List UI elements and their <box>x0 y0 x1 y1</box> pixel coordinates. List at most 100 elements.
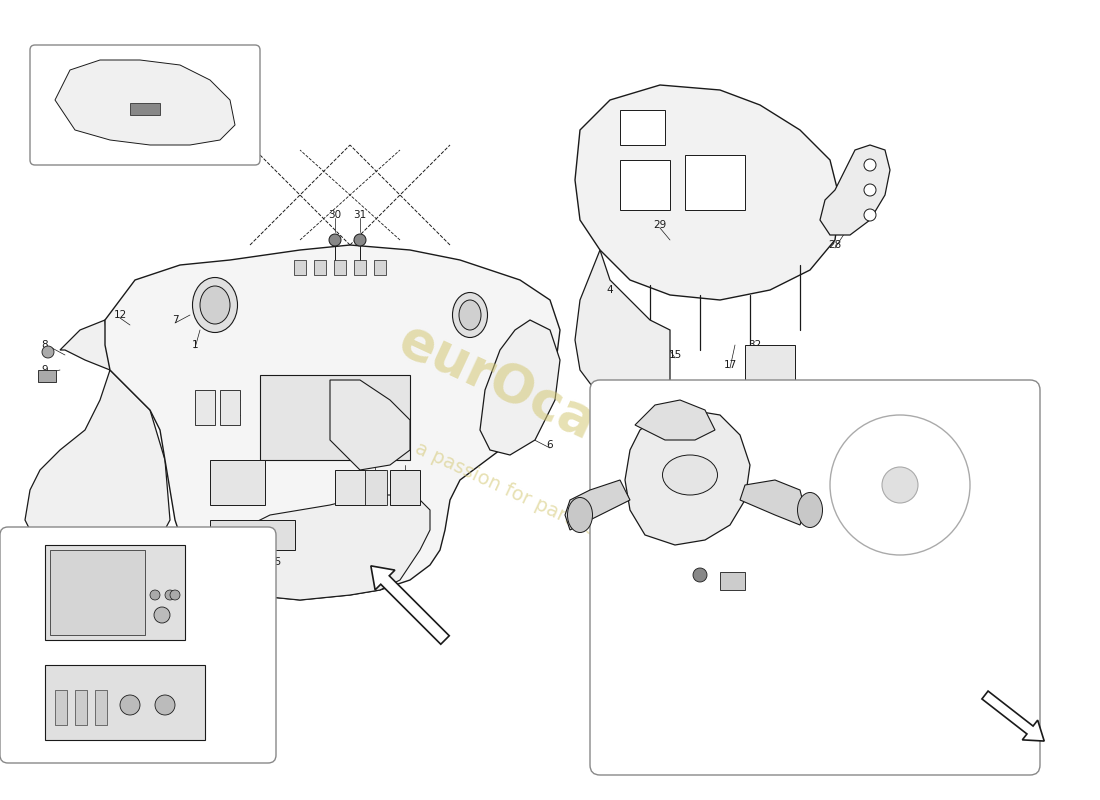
Text: 8: 8 <box>42 340 48 350</box>
Circle shape <box>693 568 707 582</box>
Bar <box>75 690 87 725</box>
FancyArrow shape <box>371 566 449 644</box>
Polygon shape <box>635 400 715 440</box>
Circle shape <box>120 695 140 715</box>
Polygon shape <box>575 250 670 395</box>
Polygon shape <box>200 495 430 600</box>
FancyBboxPatch shape <box>590 380 1040 775</box>
Bar <box>210 520 295 550</box>
Text: 36: 36 <box>663 480 676 490</box>
Ellipse shape <box>798 493 823 527</box>
Text: 19: 19 <box>659 465 672 475</box>
Bar <box>195 390 214 425</box>
Text: 32: 32 <box>748 340 761 350</box>
Circle shape <box>170 590 180 600</box>
Bar <box>745 345 795 380</box>
Text: 31: 31 <box>353 210 366 220</box>
Polygon shape <box>820 145 890 235</box>
Text: 29: 29 <box>653 220 667 230</box>
Text: 18: 18 <box>368 480 382 490</box>
Circle shape <box>882 467 918 503</box>
Bar <box>45 665 205 740</box>
Text: 33: 33 <box>198 410 211 420</box>
Ellipse shape <box>200 286 230 324</box>
Text: 9: 9 <box>42 365 48 375</box>
Bar <box>260 375 410 460</box>
Text: 24: 24 <box>683 595 696 605</box>
Bar <box>55 690 67 725</box>
Bar <box>720 572 745 590</box>
Bar <box>220 390 240 425</box>
FancyBboxPatch shape <box>0 527 276 763</box>
Text: 22: 22 <box>724 595 737 605</box>
Text: eurOcarparts: eurOcarparts <box>392 314 769 526</box>
Circle shape <box>150 590 160 600</box>
FancyBboxPatch shape <box>30 45 260 165</box>
Text: 6: 6 <box>547 440 553 450</box>
Bar <box>39 370 56 382</box>
Text: 15: 15 <box>669 350 682 360</box>
Text: 23: 23 <box>799 510 812 520</box>
Text: a passion for parts since 1985: a passion for parts since 1985 <box>412 439 688 581</box>
Polygon shape <box>565 480 630 530</box>
Ellipse shape <box>568 498 593 533</box>
Bar <box>130 103 159 115</box>
Bar <box>620 110 666 145</box>
Circle shape <box>864 159 876 171</box>
Circle shape <box>864 209 876 221</box>
Text: 10: 10 <box>343 480 356 490</box>
Polygon shape <box>625 410 750 545</box>
Text: 25: 25 <box>268 557 282 567</box>
Bar <box>210 460 265 505</box>
Polygon shape <box>330 380 410 470</box>
Text: 20: 20 <box>648 495 661 505</box>
Polygon shape <box>55 60 235 145</box>
Bar <box>685 155 745 210</box>
Ellipse shape <box>459 300 481 330</box>
Bar <box>314 260 326 275</box>
Bar <box>374 260 386 275</box>
Text: 21: 21 <box>653 435 667 445</box>
Circle shape <box>42 346 54 358</box>
Ellipse shape <box>662 455 717 495</box>
Polygon shape <box>104 245 560 600</box>
Circle shape <box>165 590 175 600</box>
FancyArrow shape <box>982 691 1044 741</box>
Polygon shape <box>575 85 840 300</box>
Bar <box>336 470 385 505</box>
Bar <box>354 260 366 275</box>
Circle shape <box>154 607 170 623</box>
Bar <box>50 550 145 635</box>
Polygon shape <box>25 320 171 595</box>
Text: 7: 7 <box>172 315 178 325</box>
Bar <box>95 690 107 725</box>
Text: 12: 12 <box>113 310 127 320</box>
Circle shape <box>864 184 876 196</box>
Circle shape <box>155 695 175 715</box>
Text: 2: 2 <box>232 557 239 567</box>
Bar <box>294 260 306 275</box>
Text: 1: 1 <box>191 340 198 350</box>
Text: 28: 28 <box>828 240 842 250</box>
Text: 3: 3 <box>117 110 123 120</box>
Text: 4: 4 <box>607 285 614 295</box>
Text: 27: 27 <box>219 485 232 495</box>
Polygon shape <box>740 480 805 525</box>
Text: 13: 13 <box>54 660 67 670</box>
Polygon shape <box>480 320 560 455</box>
Text: 16: 16 <box>679 395 692 405</box>
Text: 30: 30 <box>329 210 342 220</box>
Text: 14: 14 <box>48 595 62 605</box>
Ellipse shape <box>192 278 238 333</box>
Circle shape <box>354 234 366 246</box>
Ellipse shape <box>452 293 487 338</box>
Circle shape <box>329 234 341 246</box>
Bar <box>620 160 670 210</box>
Bar <box>365 470 387 505</box>
Text: 5: 5 <box>356 390 363 400</box>
Text: 11: 11 <box>398 480 411 490</box>
Text: 17: 17 <box>724 360 737 370</box>
Text: 34: 34 <box>229 410 242 420</box>
Bar <box>334 260 346 275</box>
Bar <box>390 470 420 505</box>
